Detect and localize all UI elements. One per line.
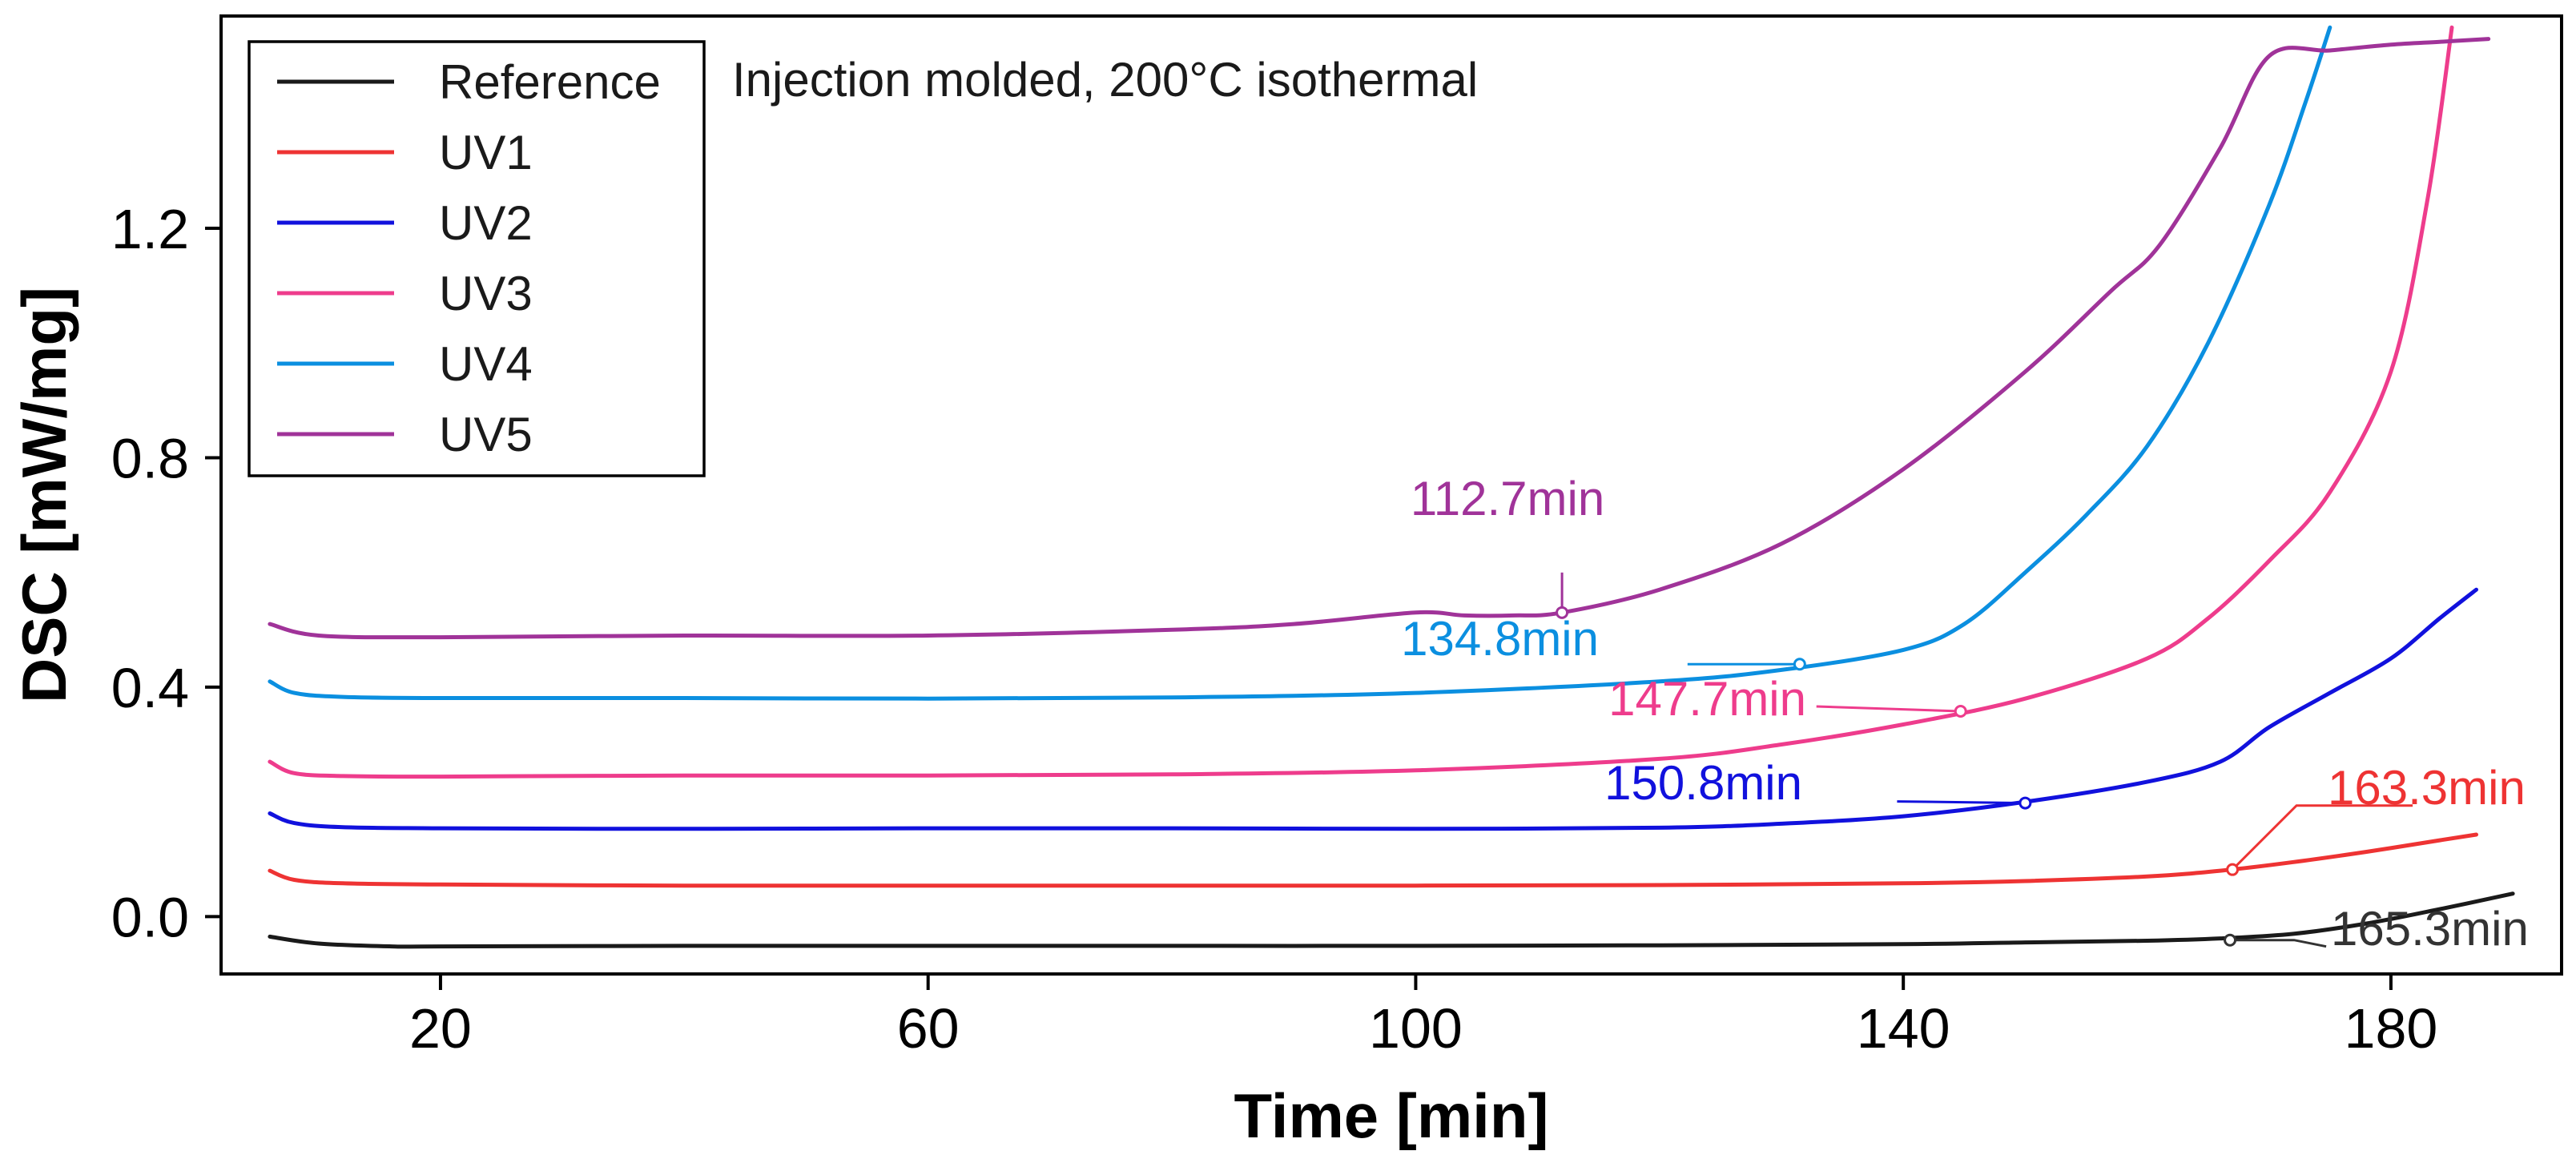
onset-marker-uv3 xyxy=(1954,704,1967,718)
series-line-reference xyxy=(268,891,2515,949)
x-tick-label: 180 xyxy=(2345,997,2438,1060)
series-lines xyxy=(268,25,2515,949)
onset-label-uv4: 134.8min xyxy=(1401,612,1599,666)
y-tick-label: 0.0 xyxy=(111,886,189,948)
y-axis-ticks: 0.0 0.4 0.8 1.2 xyxy=(111,198,221,948)
x-axis-title: Time [min] xyxy=(1234,1080,1549,1151)
onset-leader-uv3 xyxy=(1816,705,1961,713)
y-tick-label: 0.4 xyxy=(111,657,189,719)
onset-marker-uv4 xyxy=(1793,658,1806,671)
x-tick-label: 60 xyxy=(897,997,960,1060)
onset-label-reference: 165.3min xyxy=(2331,902,2529,956)
onset-label-uv2: 150.8min xyxy=(1604,756,1802,810)
legend-box xyxy=(248,40,706,477)
onset-leader-reference xyxy=(2230,939,2327,948)
legend-label-uv4: UV4 xyxy=(439,337,533,391)
onset-label-uv1: 163.3min xyxy=(2328,761,2526,815)
onset-marker-uv1 xyxy=(2226,863,2240,876)
series-line-uv2 xyxy=(268,587,2478,831)
onset-leader-uv2 xyxy=(1897,800,2026,805)
y-axis-title: DSC [mW/mg] xyxy=(9,287,79,703)
legend: Reference UV1 UV2 UV3 UV4 UV5 xyxy=(248,40,706,477)
onset-leader-uv1 xyxy=(2232,804,2413,871)
onset-label-uv3: 147.7min xyxy=(1608,672,1806,726)
series-line-uv3 xyxy=(268,25,2454,779)
x-tick-label: 140 xyxy=(1857,997,1950,1060)
onset-label-uv5: 112.7min xyxy=(1411,472,1604,525)
y-tick-label: 1.2 xyxy=(111,198,189,260)
series-line-uv1 xyxy=(268,832,2478,888)
series-line-uv5 xyxy=(268,37,2491,640)
x-tick-label: 20 xyxy=(409,997,472,1060)
onset-marker-uv5 xyxy=(1556,606,1569,619)
series-line-uv4 xyxy=(268,25,2332,701)
x-tick-label: 100 xyxy=(1369,997,1463,1060)
chart-subtitle: Injection molded, 200°C isothermal xyxy=(732,53,1478,107)
y-tick-label: 0.8 xyxy=(111,427,189,489)
legend-label-reference: Reference xyxy=(439,55,661,109)
plot-frame xyxy=(219,14,2563,976)
onset-marker-uv2 xyxy=(2019,796,2032,810)
onset-marker-reference xyxy=(2224,933,2237,947)
legend-label-uv2: UV2 xyxy=(439,196,533,250)
legend-label-uv1: UV1 xyxy=(439,126,533,179)
legend-label-uv5: UV5 xyxy=(439,408,533,461)
x-axis-ticks: 20 60 100 140 180 xyxy=(409,974,2437,1060)
onset-annotations: 165.3min 163.3min 150.8min 147.7min134.8min… xyxy=(1401,472,2529,956)
legend-label-uv3: UV3 xyxy=(439,267,533,320)
